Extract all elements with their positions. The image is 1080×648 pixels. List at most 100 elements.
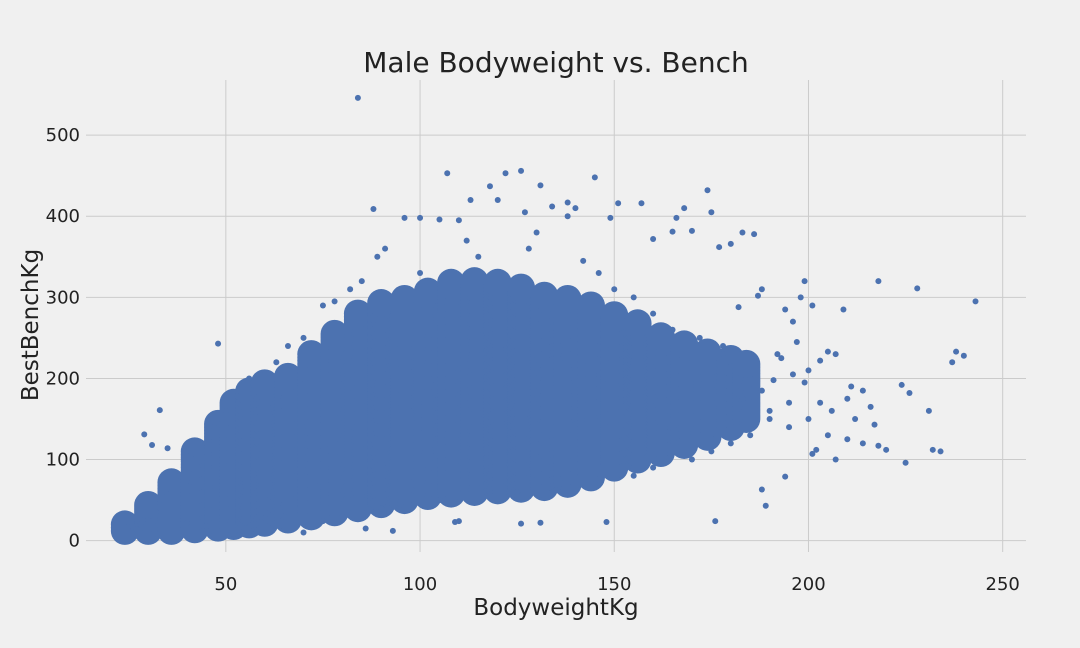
y-tick-label: 100 <box>46 450 80 471</box>
data-point <box>848 383 855 390</box>
data-point <box>817 357 824 364</box>
x-tick-label: 100 <box>403 574 437 595</box>
data-point <box>203 523 210 530</box>
data-point <box>537 182 544 189</box>
data-point <box>786 424 793 431</box>
data-point <box>669 326 676 333</box>
data-point <box>898 381 905 388</box>
data-point <box>937 448 944 455</box>
data-point <box>693 338 722 367</box>
data-point <box>370 205 377 212</box>
ticks-layer: 50 100 150 200 250 0 100 200 300 400 500 <box>46 125 1020 595</box>
y-tick-label: 500 <box>46 125 80 146</box>
data-point <box>688 456 695 463</box>
data-point <box>141 431 148 438</box>
data-point <box>844 436 851 443</box>
data-point <box>553 487 559 494</box>
data-point <box>832 351 839 358</box>
data-point <box>852 415 859 422</box>
data-point <box>576 291 605 320</box>
data-point <box>187 452 194 459</box>
data-point <box>650 310 657 317</box>
data-point <box>949 359 956 366</box>
data-point <box>211 424 218 431</box>
data-point <box>164 445 171 452</box>
data-point <box>953 348 960 355</box>
data-point <box>297 340 326 369</box>
data-point <box>704 187 711 194</box>
data-point <box>436 216 443 223</box>
data-point <box>739 395 746 402</box>
data-point <box>362 525 369 532</box>
data-point <box>778 355 785 362</box>
data-point <box>183 519 190 526</box>
data-point <box>518 167 525 174</box>
x-axis-title: BodyweightKg <box>473 595 638 621</box>
data-point <box>925 407 932 414</box>
data-point <box>281 513 288 520</box>
data-point <box>720 351 727 358</box>
data-point <box>525 245 532 252</box>
data-point <box>521 209 528 216</box>
data-point <box>460 267 489 296</box>
data-point <box>475 253 482 260</box>
data-point <box>673 214 680 221</box>
data-point <box>809 302 816 309</box>
data-point <box>906 390 913 397</box>
data-point <box>300 334 307 341</box>
data-point <box>754 292 761 299</box>
data-point <box>475 493 482 500</box>
data-point <box>494 197 501 204</box>
data-point <box>747 432 754 439</box>
data-point <box>774 351 781 358</box>
data-point <box>960 352 967 359</box>
data-point <box>782 473 789 480</box>
data-point <box>413 277 442 306</box>
y-tick-label: 400 <box>46 206 80 227</box>
data-point <box>732 349 761 378</box>
data-point <box>156 407 163 414</box>
data-point <box>650 235 657 242</box>
data-point <box>463 237 470 244</box>
data-point <box>758 387 765 394</box>
data-point <box>758 486 765 493</box>
data-point <box>591 174 598 181</box>
data-point <box>824 348 831 355</box>
data-point <box>374 253 381 260</box>
chart-title: Male Bodyweight vs. Bench <box>363 46 749 79</box>
data-point <box>518 520 525 527</box>
data-point <box>805 415 812 422</box>
data-point <box>367 289 396 318</box>
data-point <box>600 301 629 330</box>
data-point <box>669 228 676 235</box>
data-point <box>712 518 719 525</box>
data-point <box>354 94 361 101</box>
data-point <box>261 371 268 378</box>
data-point <box>688 227 695 234</box>
y-tick-label: 0 <box>69 531 80 552</box>
data-point <box>397 501 404 508</box>
data-point <box>320 319 349 348</box>
data-point <box>300 529 307 536</box>
data-point <box>817 399 824 406</box>
data-point <box>250 369 279 398</box>
y-axis-title: BestBenchKg <box>18 249 44 401</box>
data-point <box>145 517 152 524</box>
data-point <box>797 294 804 301</box>
data-point <box>914 285 921 292</box>
data-point <box>766 415 773 422</box>
data-point <box>168 488 175 495</box>
data-point <box>615 200 622 207</box>
data-point <box>507 273 536 302</box>
data-point <box>844 395 851 402</box>
data-point <box>786 399 793 406</box>
y-tick-label: 200 <box>46 368 80 389</box>
data-point <box>110 510 139 539</box>
data-point <box>417 270 424 277</box>
data-point <box>638 200 645 207</box>
data-point <box>747 375 754 382</box>
data-point <box>801 278 808 285</box>
data-point <box>401 214 408 221</box>
data-point <box>331 298 338 305</box>
data-point <box>382 245 389 252</box>
